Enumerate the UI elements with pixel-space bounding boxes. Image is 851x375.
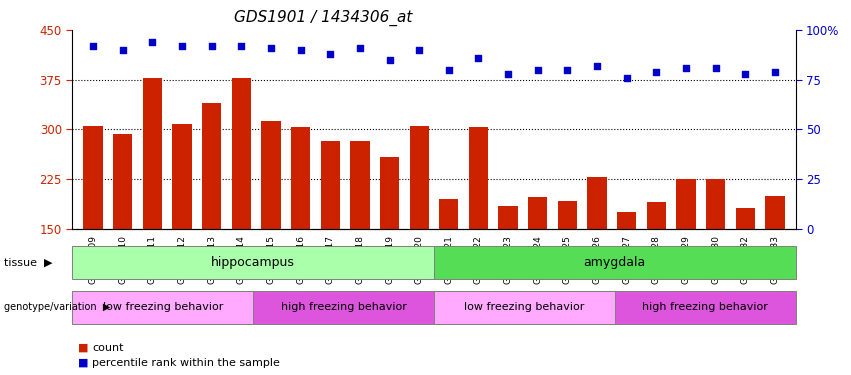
Bar xyxy=(72,246,434,279)
Bar xyxy=(706,179,725,328)
Point xyxy=(561,67,574,73)
Bar xyxy=(528,197,547,328)
Text: high freezing behavior: high freezing behavior xyxy=(643,303,768,312)
Point xyxy=(413,47,426,53)
Bar xyxy=(72,291,254,324)
Point xyxy=(383,57,397,63)
Point xyxy=(175,43,189,49)
Point xyxy=(442,67,455,73)
Bar xyxy=(83,126,103,328)
Bar xyxy=(617,212,637,328)
Bar xyxy=(113,134,133,328)
Point xyxy=(116,47,129,53)
Text: low freezing behavior: low freezing behavior xyxy=(465,303,585,312)
Bar xyxy=(735,207,755,328)
Point xyxy=(323,51,337,57)
Point xyxy=(353,45,367,51)
Point xyxy=(709,65,722,71)
Text: ■: ■ xyxy=(78,358,89,368)
Point xyxy=(205,43,219,49)
Bar xyxy=(434,246,796,279)
Bar xyxy=(677,179,695,328)
Point xyxy=(86,43,100,49)
Point xyxy=(620,75,633,81)
Bar xyxy=(587,177,607,328)
Point xyxy=(768,69,782,75)
Text: high freezing behavior: high freezing behavior xyxy=(281,303,407,312)
Bar xyxy=(614,291,796,324)
Bar xyxy=(143,78,162,328)
Text: genotype/variation  ▶: genotype/variation ▶ xyxy=(4,303,111,312)
Point xyxy=(294,47,307,53)
Bar xyxy=(765,196,785,328)
Bar xyxy=(254,291,434,324)
Point xyxy=(679,65,693,71)
Point xyxy=(264,45,277,51)
Bar xyxy=(434,291,614,324)
Text: percentile rank within the sample: percentile rank within the sample xyxy=(92,358,280,368)
Bar xyxy=(321,141,340,328)
Text: ■: ■ xyxy=(78,343,89,353)
Text: tissue  ▶: tissue ▶ xyxy=(4,258,53,267)
Text: count: count xyxy=(92,343,123,353)
Point xyxy=(471,55,485,61)
Bar xyxy=(351,141,369,328)
Bar xyxy=(647,202,666,328)
Bar xyxy=(202,103,221,328)
Text: low freezing behavior: low freezing behavior xyxy=(103,303,223,312)
Text: hippocampus: hippocampus xyxy=(211,256,295,269)
Point xyxy=(501,71,515,77)
Point xyxy=(739,71,752,77)
Point xyxy=(146,39,159,45)
Bar xyxy=(173,124,191,328)
Text: amygdala: amygdala xyxy=(584,256,646,269)
Bar xyxy=(499,206,517,328)
Bar xyxy=(231,78,251,328)
Bar xyxy=(261,121,281,328)
Point xyxy=(649,69,663,75)
Point xyxy=(531,67,545,73)
Bar xyxy=(409,126,429,328)
Bar xyxy=(380,157,399,328)
Point xyxy=(235,43,248,49)
Bar xyxy=(557,201,577,328)
Point xyxy=(591,63,604,69)
Bar xyxy=(291,128,311,328)
Bar xyxy=(469,128,488,328)
Bar xyxy=(439,199,459,328)
Text: GDS1901 / 1434306_at: GDS1901 / 1434306_at xyxy=(234,9,413,26)
